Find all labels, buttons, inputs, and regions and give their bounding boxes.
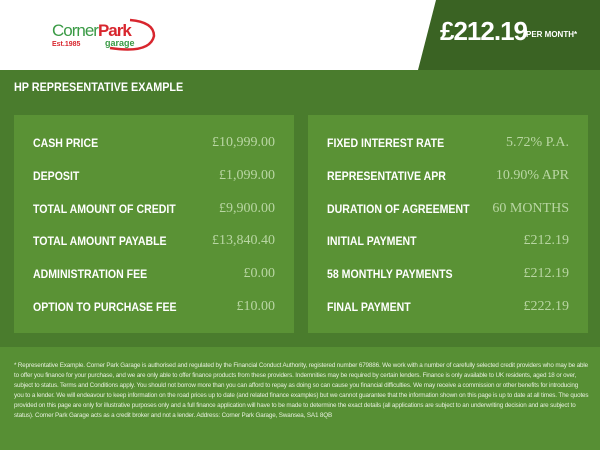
disclaimer: * Representative Example. Corner Park Ga… xyxy=(14,362,589,419)
row-label: INITIAL PAYMENT xyxy=(327,234,417,248)
finance-row: TOTAL AMOUNT PAYABLE £13,840.40 xyxy=(33,231,275,251)
row-value: £222.19 xyxy=(523,299,570,314)
per-month-label: PER MONTH* xyxy=(526,30,578,39)
row-value: £13,840.40 xyxy=(212,233,275,248)
row-value: 5.72% P.A. xyxy=(505,135,569,150)
row-value: £212.19 xyxy=(523,233,570,248)
row-value: 60 MONTHS xyxy=(492,201,569,216)
section-title: HP REPRESENTATIVE EXAMPLE xyxy=(14,80,184,94)
row-label: REPRESENTATIVE APR xyxy=(327,169,446,183)
finance-row: ADMINISTRATION FEE £0.00 xyxy=(33,264,275,284)
row-label: FINAL PAYMENT xyxy=(327,300,411,314)
svg-text:CornerPark: CornerPark xyxy=(52,21,132,40)
row-value: £1,099.00 xyxy=(219,168,275,183)
row-label: 58 MONTHLY PAYMENTS xyxy=(327,267,453,281)
finance-row: CASH PRICE £10,999.00 xyxy=(33,133,275,153)
price-banner xyxy=(418,0,600,70)
finance-row: OPTION TO PURCHASE FEE £10.00 xyxy=(33,297,275,317)
finance-row: INITIAL PAYMENT £212.19 xyxy=(327,231,569,251)
finance-row: FIXED INTEREST RATE 5.72% P.A. xyxy=(327,133,569,153)
finance-row: TOTAL AMOUNT OF CREDIT £9,900.00 xyxy=(33,199,275,219)
row-label: TOTAL AMOUNT PAYABLE xyxy=(33,234,167,248)
row-label: ADMINISTRATION FEE xyxy=(33,267,148,281)
row-label: FIXED INTEREST RATE xyxy=(327,136,445,150)
logo[interactable]: CornerPark Est.1985 garage xyxy=(50,14,160,54)
row-value: £0.00 xyxy=(243,266,276,281)
row-label: DURATION OF AGREEMENT xyxy=(327,202,470,216)
left-panel: CASH PRICE £10,999.00 DEPOSIT £1,099.00 TOTA… xyxy=(14,115,294,333)
finance-row: 58 MONTHLY PAYMENTS £212.19 xyxy=(327,264,569,284)
finance-row: FINAL PAYMENT £222.19 xyxy=(327,297,569,317)
finance-row: DEPOSIT £1,099.00 xyxy=(33,166,275,186)
row-label: CASH PRICE xyxy=(33,136,99,150)
monthly-price: £212.19 xyxy=(440,16,528,46)
row-value: £212.19 xyxy=(523,266,570,281)
finance-row: DURATION OF AGREEMENT 60 MONTHS xyxy=(327,199,569,219)
row-label: DEPOSIT xyxy=(33,169,80,183)
row-label: OPTION TO PURCHASE FEE xyxy=(33,300,177,314)
finance-row: REPRESENTATIVE APR 10.90% APR xyxy=(327,166,569,186)
svg-text:Est.1985: Est.1985 xyxy=(52,41,81,48)
row-label: TOTAL AMOUNT OF CREDIT xyxy=(33,202,176,216)
row-value: 10.90% APR xyxy=(495,168,569,183)
row-value: £9,900.00 xyxy=(219,201,275,216)
row-value: £10.00 xyxy=(236,299,276,314)
row-value: £10,999.00 xyxy=(212,135,275,150)
svg-text:garage: garage xyxy=(105,38,135,48)
right-panel: FIXED INTEREST RATE 5.72% P.A. REPRESENTAT… xyxy=(308,115,588,333)
